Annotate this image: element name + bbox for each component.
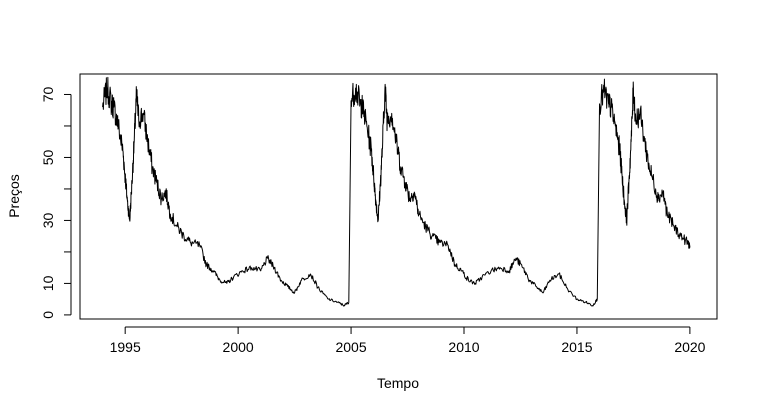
y-tick-label: 30 [40, 212, 56, 228]
x-tick-label: 2010 [448, 339, 479, 355]
x-tick-label: 2020 [674, 339, 705, 355]
y-axis: 0 10 30 50 70 [40, 86, 72, 319]
x-tick-label: 2015 [561, 339, 592, 355]
x-tick-label: 1995 [110, 339, 141, 355]
y-tick-label: 50 [40, 149, 56, 165]
y-tick-label: 10 [40, 275, 56, 291]
price-series-line [102, 76, 691, 307]
x-axis: 1995 2000 2005 2010 2015 2020 [110, 326, 706, 355]
y-tick-label: 0 [40, 311, 56, 319]
series-layer [102, 76, 691, 307]
x-axis-label: Tempo [377, 375, 419, 391]
y-axis-label: Preços [6, 174, 22, 218]
x-tick-label: 2005 [335, 339, 366, 355]
y-tick-label: 70 [40, 86, 56, 102]
x-tick-label: 2000 [223, 339, 254, 355]
plot-box [79, 73, 718, 320]
